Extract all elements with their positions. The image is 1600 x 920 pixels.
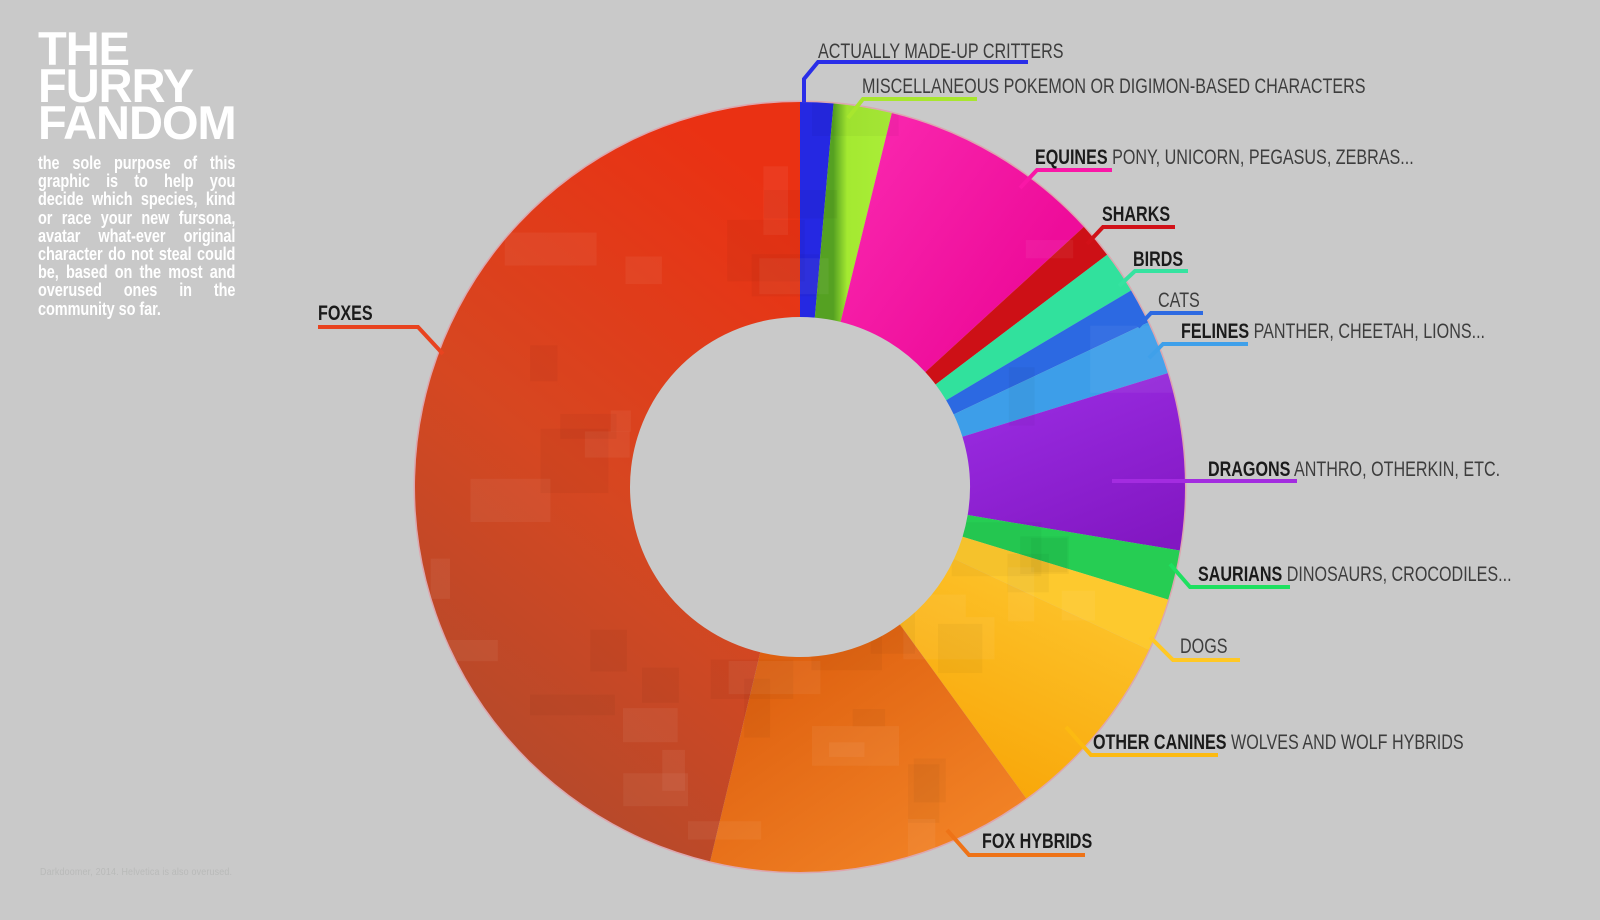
donut-outer-rim [413,100,1187,874]
slice-sharks [925,226,1108,385]
label-equines-bold: EQUINES [1035,145,1108,169]
label-sharks: SHARKS [1102,202,1171,226]
label-felines-bold: FELINES [1181,319,1250,343]
callout-line-birds [1117,269,1188,288]
slice-pokemon [814,103,892,322]
callout-line-felines [1147,342,1248,360]
slice-cats [946,290,1149,415]
label-fox-hybrids: FOX HYBRIDS [982,829,1093,853]
label-saurians-text: DINOSAURS, CROCODILES... [1282,562,1512,586]
label-dragons-text: ANTHRO, OTHERKIN, ETC. [1290,457,1501,481]
callout-line-fox-hybrids [945,828,1085,857]
label-saurians-bold: SAURIANS [1198,562,1283,586]
callout-line-made-up-critters [802,60,1028,103]
callout-line-other-canines [1064,725,1218,757]
label-other-canines: OTHER CANINES WOLVES AND WOLF HYBRIDS [1093,730,1464,754]
slice-other-canines [899,558,1149,799]
slice-foxes [414,102,800,862]
label-made-up-critters-text: ACTUALLY MADE-UP CRITTERS [818,39,1064,63]
label-foxes-bold: FOXES [318,301,373,325]
callout-line-dogs [1148,635,1240,662]
label-cats-text: CATS [1158,288,1200,312]
label-pokemon: MISCELLANEOUS POKEMON OR DIGIMON-BASED C… [862,74,1366,98]
label-cats: CATS [1158,288,1200,312]
slice-fox-hybrids [710,624,1027,872]
title-block: THE FURRY FANDOM the sole purpose of thi… [38,22,298,319]
label-equines: EQUINES PONY, UNICORN, PEGASUS, ZEBRAS..… [1035,145,1414,169]
slice-dogs [954,536,1169,650]
label-equines-text: PONY, UNICORN, PEGASUS, ZEBRAS... [1107,145,1414,169]
label-other-canines-bold: OTHER CANINES [1093,730,1227,754]
label-foxes: FOXES [318,301,373,325]
slice-dragons [962,373,1186,551]
slice-felines [953,322,1168,437]
slice-birds [935,254,1132,401]
label-dragons-bold: DRAGONS [1208,457,1291,481]
label-sharks-bold: SHARKS [1102,202,1171,226]
label-fox-hybrids-bold: FOX HYBRIDS [982,829,1093,853]
callout-line-equines [1018,168,1112,190]
callout-line-sharks [1085,225,1175,246]
callout-line-foxes [318,325,445,356]
label-made-up-critters: ACTUALLY MADE-UP CRITTERS [818,39,1064,63]
label-saurians: SAURIANS DINOSAURS, CROCODILES... [1198,562,1512,586]
page-title-line-1: THE [38,22,130,75]
label-other-canines-text: WOLVES AND WOLF HYBRIDS [1226,730,1464,754]
callout-line-saurians [1168,562,1290,589]
callout-line-pokemon [846,97,977,120]
slice-saurians [962,515,1180,600]
callout-line-cats [1136,311,1203,329]
slice-made-up-critters [800,102,834,318]
label-felines: FELINES PANTHER, CHEETAH, LIONS... [1181,319,1486,343]
label-pokemon-text: MISCELLANEOUS POKEMON OR DIGIMON-BASED C… [862,74,1366,98]
label-dragons: DRAGONS ANTHRO, OTHERKIN, ETC. [1208,457,1501,481]
footer-credit: Darkdoomer, 2014. Helvetica is also over… [40,866,233,878]
label-dogs: DOGS [1180,634,1228,658]
label-birds-bold: BIRDS [1133,247,1184,271]
page-title-line-2: FURRY [38,59,194,112]
page-title-line-3: FANDOM [38,96,237,149]
slice-equines [840,113,1084,373]
label-dogs-text: DOGS [1180,634,1228,658]
label-birds: BIRDS [1133,247,1184,271]
label-felines-text: PANTHER, CHEETAH, LIONS... [1249,319,1486,343]
intro-paragraph: the sole purpose of this graphic is to h… [38,152,236,319]
